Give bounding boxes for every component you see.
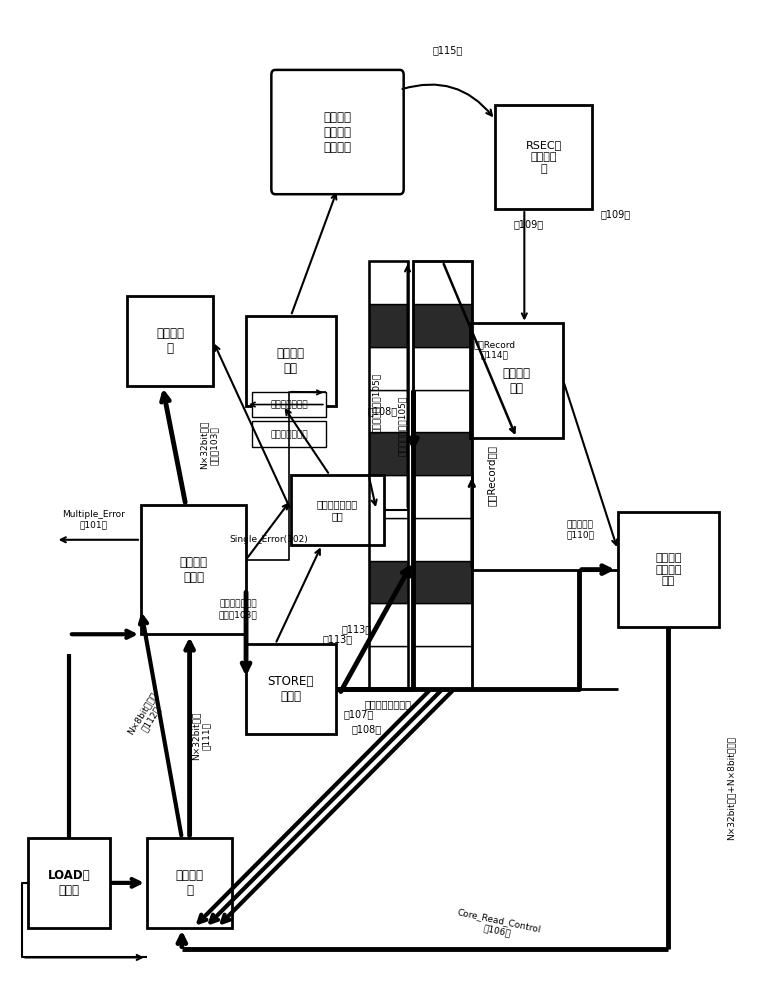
Bar xyxy=(413,603,472,646)
Text: N×8bit校验码
（112）: N×8bit校验码 （112） xyxy=(125,691,168,742)
Text: Multiple_Error
（101）: Multiple_Error （101） xyxy=(63,510,125,530)
FancyBboxPatch shape xyxy=(470,323,563,438)
Bar xyxy=(368,347,408,390)
Text: 数据可纠
正错中断
服务程序: 数据可纠 正错中断 服务程序 xyxy=(324,111,351,154)
Text: Single_Error(102): Single_Error(102) xyxy=(229,535,308,544)
Bar xyxy=(368,261,408,689)
Text: STORE指
令译码: STORE指 令译码 xyxy=(267,675,314,703)
Bar xyxy=(413,390,472,432)
Text: 队列访问
模块: 队列访问 模块 xyxy=(503,367,531,395)
Text: （107）: （107） xyxy=(343,709,374,719)
Text: N×32bit数据
（111）: N×32bit数据 （111） xyxy=(191,712,211,760)
Text: （108）: （108） xyxy=(352,724,382,734)
Bar xyxy=(413,261,472,689)
Text: 可纠正错状态寄
存器: 可纠正错状态寄 存器 xyxy=(317,499,358,521)
Text: （108）: （108） xyxy=(368,406,397,416)
Text: 纠检错数据、纠
错码（103）: 纠检错数据、纠 错码（103） xyxy=(219,600,258,619)
Text: 单错状态清除（105）: 单错状态清除（105） xyxy=(397,395,407,456)
Bar xyxy=(368,390,408,432)
Text: 数据纠检
错模块: 数据纠检 错模块 xyxy=(180,556,208,584)
Bar xyxy=(368,261,408,304)
Bar xyxy=(252,421,326,447)
Bar xyxy=(368,561,408,603)
FancyBboxPatch shape xyxy=(618,512,719,627)
FancyBboxPatch shape xyxy=(28,838,110,928)
Text: 循环Record队列: 循环Record队列 xyxy=(486,445,496,506)
Text: LOAD指
令译码: LOAD指 令译码 xyxy=(48,869,90,897)
FancyBboxPatch shape xyxy=(291,475,384,545)
Bar xyxy=(368,432,408,475)
Bar xyxy=(413,518,472,561)
Text: 数据存储
器写操作
模块: 数据存储 器写操作 模块 xyxy=(655,553,681,586)
Text: 中断标志寄存器: 中断标志寄存器 xyxy=(270,400,307,409)
Bar xyxy=(368,518,408,561)
Bar xyxy=(413,347,472,390)
Bar xyxy=(413,561,472,603)
Bar xyxy=(413,261,472,304)
FancyBboxPatch shape xyxy=(246,316,336,406)
FancyBboxPatch shape xyxy=(127,296,213,386)
Text: RSEC指
令译码模
块: RSEC指 令译码模 块 xyxy=(525,140,562,174)
Bar xyxy=(413,475,472,518)
Text: （109）: （109） xyxy=(514,219,543,229)
Text: Core_Read_Control
（106）: Core_Read_Control （106） xyxy=(454,907,542,944)
Text: 中断使能寄存器: 中断使能寄存器 xyxy=(270,430,307,439)
Text: 队列状态寄存器组: 队列状态寄存器组 xyxy=(365,699,412,709)
Text: 寄存器文
件: 寄存器文 件 xyxy=(156,327,184,355)
Text: 单错状态清除（105）: 单错状态清除（105） xyxy=(372,372,381,433)
Text: 中断处理
模块: 中断处理 模块 xyxy=(277,347,305,375)
Text: N×32bit数据+N×8bit校验码: N×32bit数据+N×8bit校验码 xyxy=(726,736,735,840)
FancyBboxPatch shape xyxy=(246,644,336,734)
Bar xyxy=(413,646,472,689)
Bar xyxy=(413,304,472,347)
Bar xyxy=(368,475,408,518)
Bar xyxy=(252,392,326,417)
FancyBboxPatch shape xyxy=(271,70,404,194)
Text: N×32bit纠正
数据（103）: N×32bit纠正 数据（103） xyxy=(199,421,219,469)
Text: （113）: （113） xyxy=(342,624,372,634)
Text: 写操作控制
（110）: 写操作控制 （110） xyxy=(566,520,594,540)
Text: 数据存储
器: 数据存储 器 xyxy=(176,869,204,897)
Text: （109）: （109） xyxy=(601,209,630,219)
Text: （115）: （115） xyxy=(432,45,463,55)
Bar xyxy=(368,646,408,689)
Text: 队列Record
（114）: 队列Record （114） xyxy=(474,340,516,359)
Text: （113）: （113） xyxy=(323,634,353,644)
Bar xyxy=(368,304,408,347)
Bar xyxy=(368,603,408,646)
FancyBboxPatch shape xyxy=(147,838,232,928)
Bar xyxy=(413,432,472,475)
FancyBboxPatch shape xyxy=(141,505,246,634)
FancyBboxPatch shape xyxy=(495,105,593,209)
